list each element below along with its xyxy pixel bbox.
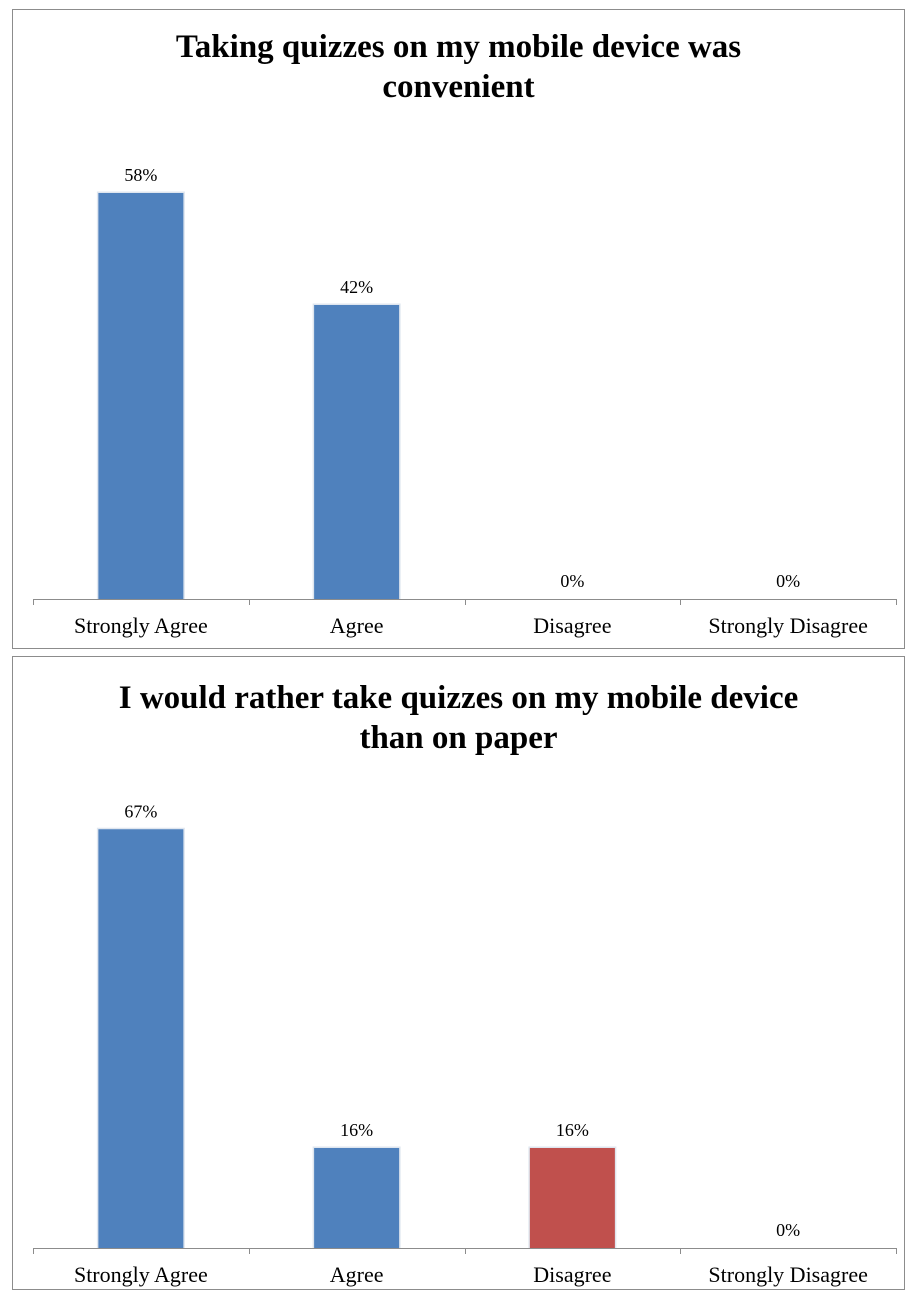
bar-chart-rather-mobile: 67% Strongly Agree 16% Agree 16% Disagree 0% St… [33, 801, 897, 1287]
chart-panel-convenient: Taking quizzes on my mobile device was c… [12, 9, 905, 649]
category-label: Disagree [533, 613, 611, 638]
category-label: Strongly Agree [74, 613, 208, 638]
data-label: 67% [124, 801, 157, 821]
data-label: 0% [560, 571, 584, 591]
data-label: 16% [556, 1120, 589, 1140]
chart-panel-rather-mobile: I would rather take quizzes on my mobile… [12, 656, 905, 1290]
bar-chart-convenient: 58% Strongly Agree 42% Agree 0% Disagree 0% Str… [33, 165, 897, 638]
data-label: 16% [340, 1120, 373, 1140]
data-label: 0% [776, 1220, 800, 1240]
category-label: Strongly Disagree [708, 1262, 867, 1287]
chart-title: Taking quizzes on my mobile device was c… [175, 29, 742, 105]
bar-strongly-agree [98, 193, 184, 599]
data-label: 0% [776, 571, 800, 591]
category-label: Disagree [533, 1262, 611, 1287]
data-label: 42% [340, 277, 373, 297]
bar-agree [314, 1148, 400, 1248]
bar-strongly-agree [98, 829, 184, 1248]
category-label: Agree [330, 1262, 384, 1287]
data-label: 58% [124, 165, 157, 185]
category-label: Agree [330, 613, 384, 638]
category-label: Strongly Disagree [708, 613, 867, 638]
bar-disagree [529, 1148, 615, 1248]
bar-agree [314, 305, 400, 599]
chart-title: I would rather take quizzes on my mobile… [118, 680, 799, 756]
category-label: Strongly Agree [74, 1262, 208, 1287]
